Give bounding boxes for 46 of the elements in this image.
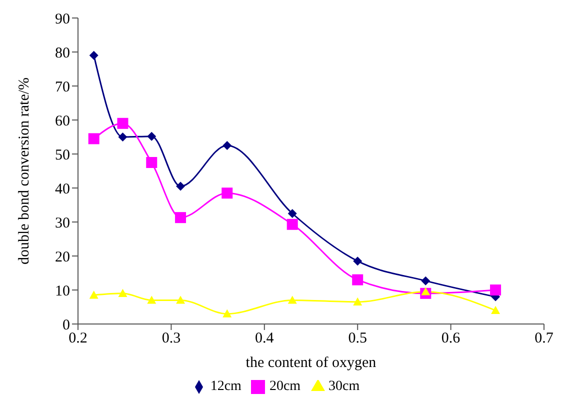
y-tick-label: 70 [55, 79, 70, 96]
point [89, 50, 98, 60]
x-tick-label: 0.2 [68, 330, 88, 347]
y-tick-label: 20 [55, 249, 70, 266]
point [222, 141, 232, 150]
point [288, 209, 297, 218]
point [491, 306, 500, 314]
point [88, 133, 100, 144]
point [353, 297, 362, 306]
x-tick-label: 0.4 [255, 330, 274, 347]
point [175, 212, 186, 224]
x-tick-label: 0.3 [162, 330, 181, 347]
y-tick-label: 10 [55, 283, 70, 300]
y-tick-label: 80 [55, 45, 70, 62]
point [222, 309, 232, 318]
point [353, 256, 362, 266]
point [89, 290, 98, 299]
y-tick-label: 60 [55, 113, 70, 130]
point [146, 157, 158, 168]
legend-label: 30cm [328, 379, 360, 394]
y-tick-label: 50 [55, 147, 70, 164]
y-axis-title: double bond conversion rate/% [16, 77, 32, 265]
x-axis-title: the content of oxygen [246, 355, 377, 371]
point [352, 274, 364, 286]
point [421, 276, 430, 286]
y-tick-label: 40 [55, 181, 70, 198]
point [176, 296, 186, 304]
legend-label: 12cm [210, 379, 242, 394]
point [118, 288, 128, 297]
y-tick-label: 30 [55, 215, 70, 232]
y-tick-label: 90 [55, 11, 70, 28]
point [288, 296, 297, 304]
point [222, 188, 233, 199]
point [147, 296, 156, 304]
legend-label: 20cm [269, 379, 301, 394]
point [421, 287, 430, 296]
point [147, 132, 156, 141]
point [176, 182, 186, 191]
x-tick-label: 0.6 [441, 330, 461, 347]
point [118, 132, 128, 142]
x-tick-label: 0.7 [534, 330, 554, 347]
y-tick-label: 0 [62, 317, 70, 334]
point [117, 118, 128, 129]
point [490, 284, 502, 296]
point [286, 218, 298, 230]
x-tick-label: 0.5 [348, 330, 367, 347]
